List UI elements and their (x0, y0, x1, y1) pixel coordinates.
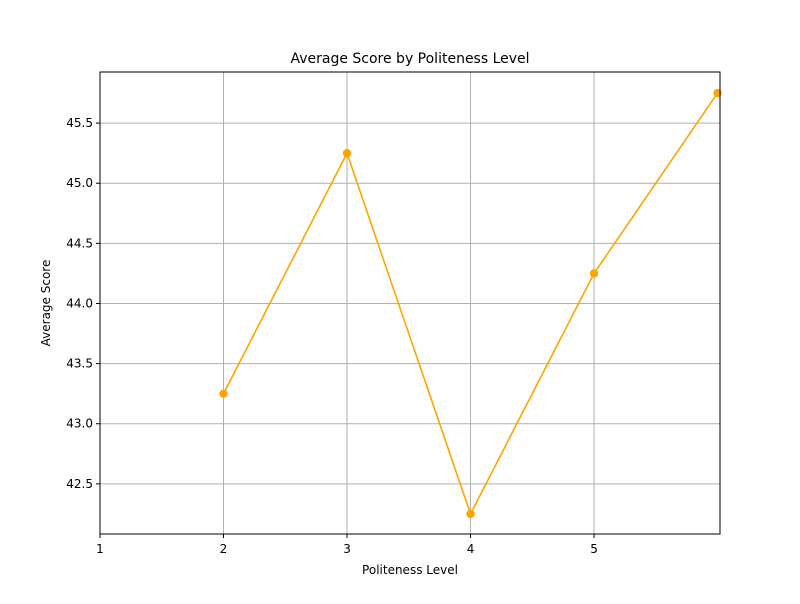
x-tick-label: 4 (467, 542, 475, 556)
y-axis-label: Average Score (39, 260, 53, 347)
y-tick-label: 43.0 (66, 417, 93, 431)
y-tick-label: 43.5 (66, 357, 93, 371)
y-tick-label: 45.0 (66, 176, 93, 190)
x-axis-label: Politeness Level (362, 563, 458, 577)
x-tick-label: 3 (343, 542, 351, 556)
chart-title: Average Score by Politeness Level (290, 51, 529, 67)
y-tick-label: 44.5 (66, 236, 93, 250)
series-layer (219, 88, 722, 519)
data-point (219, 389, 228, 398)
x-tick-label: 5 (590, 542, 598, 556)
data-point (589, 269, 599, 278)
axis-ticks: 1 2 3 4 5 42.5 43.0 43.5 44.0 44.5 45.0 45.5 (66, 116, 598, 556)
x-tick-label: 2 (220, 542, 228, 556)
y-tick-label: 45.5 (66, 116, 93, 130)
y-tick-label: 44.0 (66, 296, 93, 310)
data-point (466, 509, 475, 519)
data-point (342, 148, 352, 158)
y-tick-label: 42.5 (66, 477, 93, 491)
x-tick-label: 1 (96, 542, 104, 556)
